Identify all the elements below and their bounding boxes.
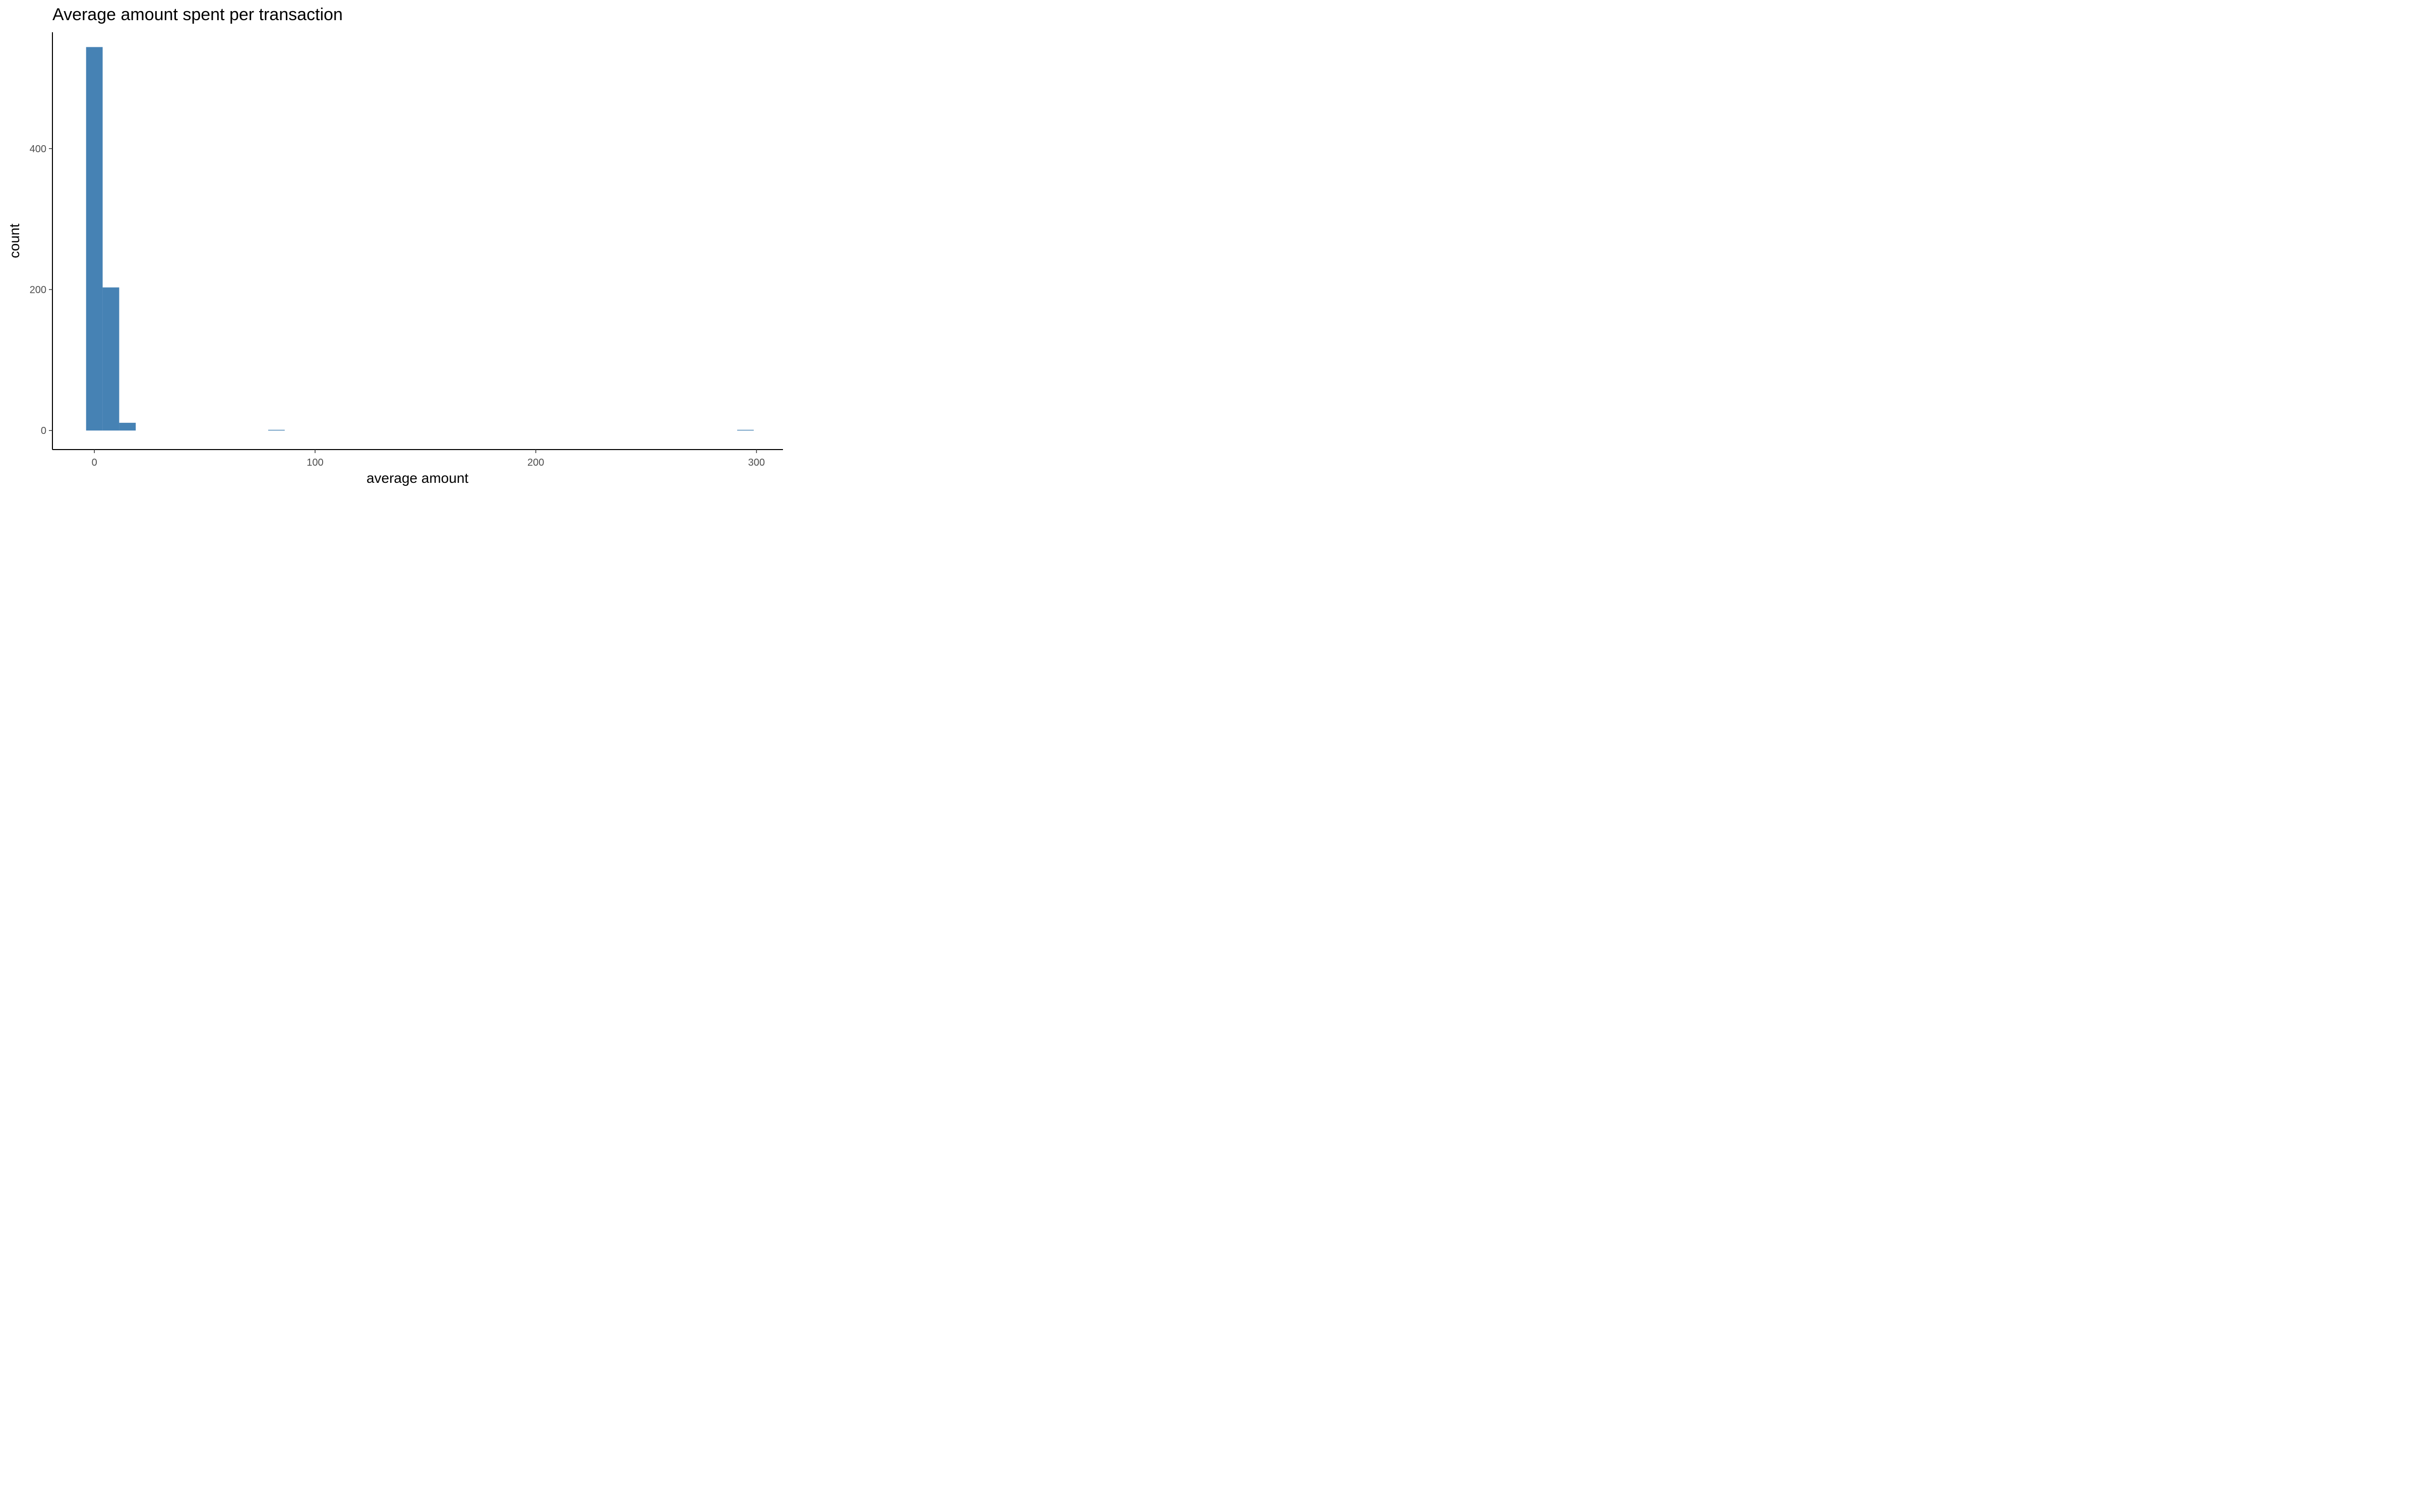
chart-canvas: Average amount spent per transaction 0 10… (7, 5, 783, 486)
x-tick-label-2: 200 (527, 457, 544, 468)
x-tick-label-1: 100 (307, 457, 323, 468)
x-tick-label-3: 300 (748, 457, 765, 468)
y-tick-label-2: 400 (30, 144, 46, 155)
x-axis-label: average amount (367, 470, 469, 486)
chart-title: Average amount spent per transaction (52, 5, 343, 24)
bars-layer (86, 47, 754, 431)
histogram-chart: Average amount spent per transaction 0 10… (0, 0, 783, 489)
ticks-layer: 0 100 200 300 0 200 400 (30, 144, 765, 468)
histogram-bar-1 (102, 287, 119, 431)
x-tick-label-0: 0 (92, 457, 97, 468)
histogram-bar-2 (119, 422, 136, 431)
y-axis-label: count (7, 224, 22, 259)
axes-layer (52, 32, 783, 450)
histogram-bar-0 (86, 47, 103, 431)
y-tick-label-0: 0 (41, 425, 46, 436)
y-tick-label-1: 200 (30, 285, 46, 296)
